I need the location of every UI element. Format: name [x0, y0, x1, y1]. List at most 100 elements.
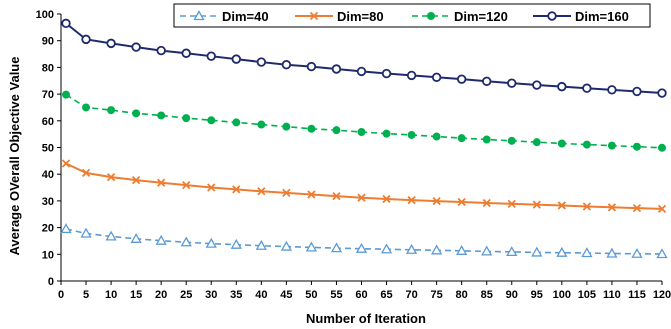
- data-point: [180, 236, 192, 247]
- data-point: [582, 83, 592, 93]
- legend-marker: [547, 11, 557, 21]
- data-point: [557, 81, 567, 92]
- data-point: [305, 241, 318, 252]
- data-point: [658, 143, 666, 152]
- data-point: [407, 195, 416, 205]
- data-point: [60, 223, 72, 234]
- data-point: [532, 138, 541, 147]
- data-point: [107, 106, 116, 115]
- data-point: [332, 126, 341, 135]
- data-point: [182, 114, 191, 123]
- legend-entry: Dim=120: [412, 9, 508, 24]
- x-tick-label: 75: [431, 289, 443, 301]
- series-line: [65, 22, 663, 95]
- data-point: [157, 178, 166, 187]
- series-line: [65, 162, 663, 210]
- series-lines: [60, 18, 668, 259]
- y-axis-title: Average OVerall Objective Value: [7, 57, 22, 256]
- data-point: [106, 38, 116, 49]
- x-tick-label: 95: [531, 289, 543, 301]
- x-tick-labels: 0 5 10 15 20 25 30 35 40 45 50 55 60 65 70 75 80 85 90 95 10…: [58, 281, 671, 301]
- x-tick-label: 100: [553, 289, 571, 301]
- data-point: [206, 51, 216, 61]
- legend-label: Dim=160: [575, 9, 629, 24]
- x-tick-label: 90: [506, 289, 518, 301]
- data-point: [181, 48, 191, 58]
- data-point: [61, 159, 71, 168]
- series-line: [65, 93, 663, 149]
- data-point: [357, 128, 366, 137]
- data-point: [606, 247, 618, 258]
- data-point: [431, 244, 443, 255]
- x-tick-label: 25: [180, 289, 192, 301]
- x-tick-label: 30: [205, 289, 217, 301]
- legend-entry: Dim=80: [295, 9, 384, 24]
- y-tick-label: 60: [42, 116, 54, 128]
- legend-marker: [427, 12, 435, 20]
- data-point: [581, 247, 593, 258]
- data-point: [255, 239, 267, 250]
- y-tick-label: 50: [42, 143, 54, 155]
- data-point: [532, 80, 542, 90]
- data-point: [482, 135, 491, 144]
- data-point: [105, 230, 117, 241]
- data-point: [256, 57, 267, 67]
- data-point: [607, 141, 616, 150]
- data-point: [407, 130, 416, 139]
- data-point: [432, 197, 441, 206]
- data-point: [280, 240, 292, 251]
- data-point: [231, 54, 241, 64]
- data-point: [381, 68, 392, 79]
- y-tick-label: 10: [42, 249, 54, 261]
- axes: [60, 14, 662, 282]
- data-point: [506, 246, 518, 257]
- data-point: [281, 60, 292, 70]
- series-dim-80: [61, 159, 667, 214]
- data-point: [632, 142, 641, 151]
- data-point: [657, 204, 667, 214]
- data-point: [81, 34, 91, 45]
- x-tick-label: 110: [603, 289, 621, 301]
- data-point: [456, 245, 468, 255]
- legend-marker: [309, 11, 319, 21]
- data-point: [531, 246, 543, 257]
- data-point: [307, 190, 316, 199]
- data-point: [61, 18, 71, 29]
- data-point: [432, 132, 441, 141]
- data-point: [155, 234, 167, 245]
- data-point: [232, 118, 241, 127]
- y-tick-label: 40: [42, 169, 54, 181]
- data-point: [632, 203, 642, 213]
- data-point: [80, 227, 92, 238]
- data-point: [457, 134, 466, 143]
- legend-label: Dim=40: [222, 9, 269, 24]
- x-axis-title: Number of Iteration: [306, 311, 426, 326]
- data-point: [380, 243, 393, 254]
- y-tick-label: 100: [36, 9, 54, 21]
- x-tick-label: 80: [456, 289, 468, 301]
- y-tick-label: 30: [42, 196, 54, 208]
- legend-label: Dim=120: [454, 9, 508, 24]
- data-point: [557, 139, 566, 148]
- data-point: [282, 188, 291, 198]
- x-tick-label: 45: [280, 289, 292, 301]
- data-point: [482, 198, 491, 208]
- data-point: [532, 200, 541, 209]
- data-point: [357, 193, 366, 202]
- legend: Dim=40 Dim=80 Dim=120 Dim=160: [173, 3, 651, 28]
- data-point: [257, 187, 266, 196]
- data-point: [582, 140, 591, 149]
- legend-entry: Dim=40: [180, 9, 269, 24]
- series-dim-120: [62, 90, 666, 152]
- x-tick-label: 65: [380, 289, 392, 301]
- x-tick-label: 40: [255, 289, 267, 301]
- data-point: [507, 136, 516, 145]
- data-point: [230, 238, 242, 249]
- data-point: [207, 116, 216, 125]
- data-point: [106, 173, 116, 182]
- data-point: [481, 245, 493, 256]
- data-point: [556, 246, 568, 257]
- data-point: [507, 78, 517, 88]
- data-point: [205, 237, 217, 248]
